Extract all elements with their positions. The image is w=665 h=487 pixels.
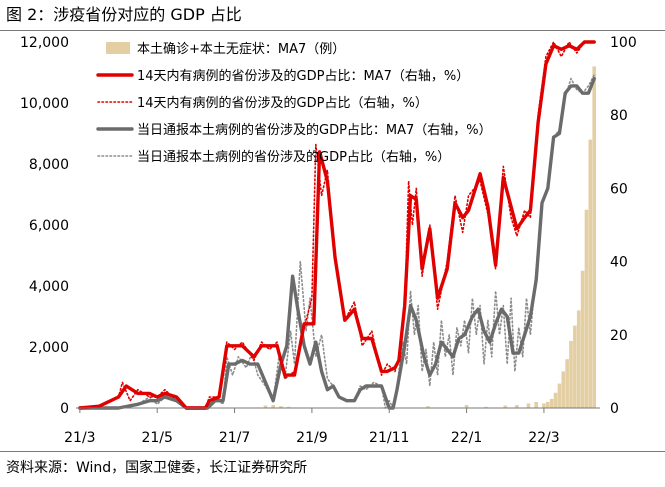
source-rule [0, 451, 665, 452]
legend: 本土确诊+本土无症状：MA7（例） 14天内有病例的省份涉及的GDP占比：MA7（… [96, 42, 492, 165]
bar-mark [565, 359, 569, 408]
legend-swatch-bar [106, 42, 130, 54]
left-tick-label: 10,000 [20, 96, 69, 112]
bar-mark [545, 401, 550, 408]
right-tick-label: 40 [610, 255, 628, 271]
x-tick-label: 21/9 [296, 430, 327, 446]
bar-mark [569, 340, 573, 408]
bar-mark [515, 404, 519, 408]
x-tick-label: 21/5 [141, 430, 172, 446]
legend-label: 14天内有病例的省份涉及的GDP占比：MA7（右轴，%） [137, 68, 469, 84]
bar-mark [549, 398, 554, 408]
axes: 0 2,000 4,000 6,000 8,000 10,000 12,000 0 20 40 60… [20, 35, 637, 446]
bar-mark [592, 66, 596, 409]
legend-label: 当日通报本土病例的省份涉及的GDP占比：MA7（右轴，%） [137, 122, 492, 138]
bar-mark [286, 406, 291, 408]
bar-mark [584, 209, 589, 408]
right-tick-label: 100 [610, 35, 637, 51]
right-tick-label: 60 [610, 181, 628, 197]
x-tick-label: 21/3 [64, 430, 95, 446]
bar-mark [542, 403, 546, 408]
bar-mark [573, 325, 577, 408]
bar-mark [271, 404, 276, 408]
right-tick-label: 80 [610, 108, 628, 124]
right-tick-label: 0 [610, 401, 619, 417]
bar-mark [503, 405, 508, 408]
bar-mark [464, 404, 469, 408]
legend-label: 14天内有病例的省份涉及的GDP占比（右轴，%） [137, 95, 428, 111]
gray-dotted-line [79, 74, 596, 409]
bar-mark [553, 392, 558, 408]
bar-mark [557, 383, 562, 408]
left-tick-label: 2,000 [29, 340, 69, 356]
x-tick-label: 22/3 [528, 430, 559, 446]
bar-mark [263, 405, 268, 408]
x-tick-label: 22/1 [451, 430, 482, 446]
bar-mark [588, 139, 593, 408]
legend-label: 当日通报本土病例的省份涉及的GDP占比（右轴，%） [137, 149, 450, 165]
bar-mark [484, 406, 488, 408]
left-tick-label: 6,000 [29, 218, 69, 234]
x-tick-label: 21/7 [219, 430, 250, 446]
bar-mark [526, 403, 531, 408]
bar-mark [426, 406, 430, 408]
bar-mark [534, 401, 538, 408]
figure-title: 图 2：涉疫省份对应的 GDP 占比 [6, 5, 242, 24]
left-tick-label: 0 [60, 401, 69, 417]
title-rule [0, 30, 665, 31]
left-tick-label: 8,000 [29, 157, 69, 173]
left-tick-label: 12,000 [20, 35, 69, 51]
bar-mark [576, 310, 581, 408]
figure-source: 资料来源：Wind，国家卫健委，长江证券研究所 [6, 460, 308, 476]
bar-mark [580, 270, 585, 408]
gray-solid-line [78, 76, 596, 410]
bar-mark [561, 371, 566, 408]
x-tick-label: 21/11 [369, 430, 409, 446]
legend-label: 本土确诊+本土无症状：MA7（例） [137, 42, 345, 57]
left-tick-label: 4,000 [29, 279, 69, 295]
right-tick-label: 20 [610, 328, 628, 344]
bar-mark [279, 406, 283, 408]
